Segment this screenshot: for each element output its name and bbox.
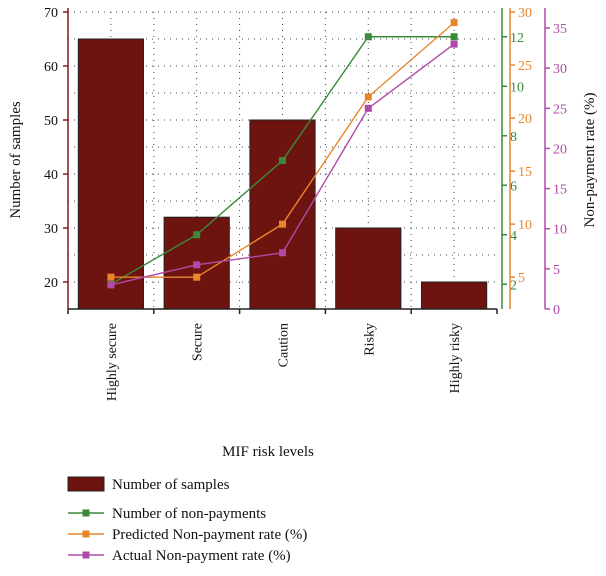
y-axis-green-tick-label: 6 (510, 179, 517, 194)
series-point-0-3 (364, 33, 372, 41)
series-point-0-1 (193, 231, 201, 239)
legend-entry-1: Number of non-payments (112, 506, 266, 522)
y-axis-purple-tick-label: 35 (553, 22, 567, 37)
series-point-1-2 (279, 220, 286, 228)
y-axis-purple-tick-label: 30 (553, 62, 567, 77)
x-tick-label: Secure (191, 323, 206, 361)
y-axis-purple-tick-label: 15 (553, 183, 567, 198)
series-point-1-0 (107, 273, 115, 281)
y-axis-purple-tick-label: 25 (553, 102, 567, 117)
legend-swatch-bar (67, 476, 105, 492)
series-point-2-1 (193, 261, 201, 269)
y-axis-purple-tick-label: 20 (553, 142, 567, 157)
y-axis-green-tick-label: 4 (510, 229, 517, 244)
y-axis-orange-tick-label: 15 (518, 165, 532, 180)
y-axis-green-tick-label: 8 (510, 130, 517, 145)
y-axis-green-tick-label: 10 (510, 80, 524, 95)
y-axis-green-tick-label: 2 (510, 278, 517, 293)
legend: Number of samples Number of non-payments P… (67, 476, 307, 564)
y-tick-label-left: 60 (44, 60, 58, 75)
y-axis-green-tick-label: 12 (510, 31, 524, 46)
x-tick-label: Highly risky (448, 323, 463, 393)
y-tick-label-left: 30 (44, 222, 58, 237)
y-tick-label-left: 40 (44, 168, 58, 183)
series-point-2-2 (279, 249, 286, 257)
bar-highly-risky (420, 281, 488, 310)
x-axis-title: MIF risk levels (222, 444, 314, 460)
x-tick-label: Caution (277, 323, 292, 367)
legend-entry-2: Predicted Non-payment rate (%) (112, 527, 307, 543)
series-point-0-2 (279, 157, 286, 164)
y-tick-label-left: 20 (44, 276, 58, 291)
y-axis-purple-tick-label: 10 (553, 223, 567, 238)
y-axis-orange-tick-label: 10 (518, 218, 532, 233)
y-axis-orange-tick-label: 5 (518, 271, 525, 286)
series-point-1-1 (193, 273, 201, 281)
series-point-1-3 (364, 93, 372, 101)
bar-caution (249, 119, 316, 310)
bar-highly-secure (77, 38, 145, 310)
y-axis-purple-tick-label: 0 (553, 303, 560, 318)
y-axis-title-left: Number of samples (8, 101, 24, 219)
series-point-2-0 (107, 281, 115, 289)
y-tick-label-left: 70 (44, 6, 58, 21)
y-axis-orange-tick-label: 20 (518, 112, 532, 127)
series-point-2-3 (364, 104, 372, 112)
bars (77, 38, 488, 310)
series-point-0-4 (450, 33, 458, 41)
x-tick-label: Highly secure (105, 323, 120, 401)
legend-swatch-marker (82, 551, 90, 559)
legend-swatch-marker (82, 530, 90, 538)
y-axis-purple-tick-label: 5 (553, 263, 560, 278)
legend-entry-3: Actual Non-payment rate (%) (112, 548, 291, 564)
y-axis-orange-tick-label: 30 (518, 6, 532, 21)
x-tick-label: Risky (362, 323, 377, 356)
y-tick-label-left: 50 (44, 114, 58, 129)
y-axis-orange-tick-label: 25 (518, 59, 532, 74)
legend-swatch-marker (82, 509, 90, 517)
lines (107, 19, 458, 289)
legend-entry-0: Number of samples (112, 477, 230, 493)
series-point-2-4 (450, 40, 458, 48)
y-axis-title-right: Non-payment rate (%) (582, 93, 598, 228)
bar-risky (335, 227, 402, 310)
series-point-1-4 (450, 19, 458, 27)
